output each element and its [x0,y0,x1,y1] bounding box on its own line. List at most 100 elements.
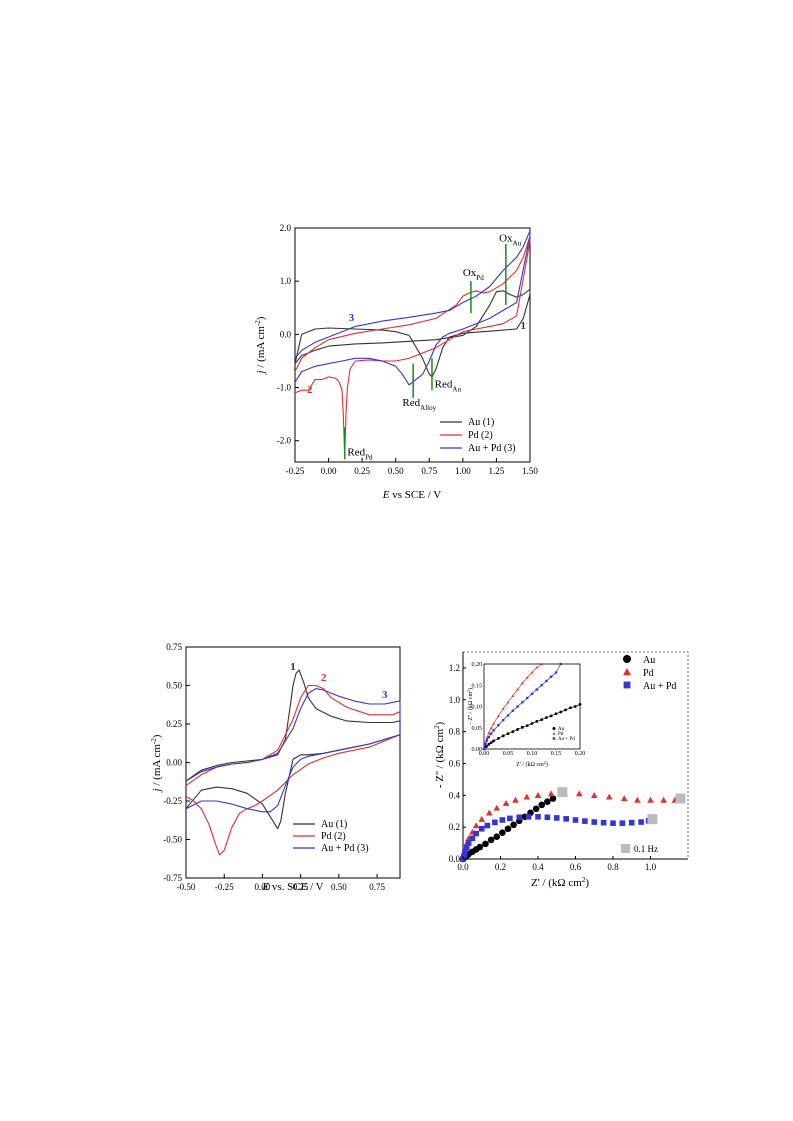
peak-label: OxPd [463,267,484,282]
inset-point-circle [501,734,505,738]
cv-redox-chart: -0.50 -0.25 0.00 0.25 0.50 0.75-0.75-0.50-0.2… [150,642,401,893]
inset-point-circle [487,742,491,746]
inset-point-square [492,729,495,732]
inset-x-tick-label: 0.10 [527,751,538,757]
inset-y-tick-label: 0.20 [472,662,483,668]
frequency-legend-marker [621,844,630,853]
data-point-square [465,840,472,846]
data-point-square [619,820,626,826]
legend-entry: Pd (2) [468,430,493,441]
data-point-triangle [502,799,510,806]
y-tick-label: 0.6 [449,758,461,768]
y-axis-label: - Z'' / (kΩ cm2) [433,721,446,788]
data-point-square [638,819,644,825]
data-point-square [461,853,467,859]
inset-legend-marker [552,732,556,735]
inset-point-square [482,747,486,751]
inset-point-circle [489,741,493,745]
data-point-square [473,830,479,837]
legend-marker [623,655,631,663]
inset-point-square [545,679,548,683]
inset-point-circle [578,702,582,706]
y-tick-label: -2.0 [277,436,292,446]
inset-point-circle [554,712,558,716]
x-tick-label: 0.75 [369,882,385,892]
data-point-triangle [534,792,542,798]
data-point-triangle [493,804,501,811]
data-point-circle [482,840,489,848]
series-line-1 [294,235,531,458]
data-point-triangle [472,822,480,829]
inset-point-circle [569,706,572,710]
inset-legend-entry: Au [558,727,565,732]
y-tick-label: -0.50 [163,835,182,845]
data-point-square [610,820,616,826]
frequency-markers: 0.1 Hz [557,787,686,854]
data-point-circle [504,825,512,833]
x-tick-label: 0.00 [321,466,337,476]
data-point-triangle [605,793,613,800]
y-tick-label: 0.2 [449,822,460,832]
plot-frame [294,227,531,463]
series-layer [185,669,401,856]
curve-label-3: 3 [349,312,355,324]
inset-point-circle [492,739,495,743]
series-line-0 [294,288,531,378]
y-tick-label: -0.25 [163,796,182,806]
inset-x-axis-label: Z' / (kΩ cm2) [516,760,548,769]
curve-label-2: 2 [321,672,327,684]
x-tick-label: 0.25 [293,882,309,892]
data-point-square [492,819,498,826]
inset-point-square [530,692,534,695]
inset-point-square [511,709,514,712]
x-tick-label: 0.25 [354,466,370,476]
x-tick-label: -0.50 [177,882,196,892]
y-tick-label: 0.00 [166,758,182,768]
inset-y-axis-label: - Z'' / (kΩ cm2) [466,688,475,724]
inset-point-circle [573,705,577,708]
y-tick-label: 0.0 [280,329,292,339]
inset-chart: 0.00 0.05 0.10 0.15 0.20 0.00 0.05 0.10 0.15 0.20… [466,662,586,768]
data-point-square [516,814,523,821]
inset-point-square [559,662,562,666]
peak-label: RedAlloy [402,397,436,412]
inset-point-triangle [489,726,493,729]
inset-point-square [550,675,553,678]
data-point-circle [544,798,551,805]
inset-point-circle [545,716,548,719]
data-point-triangle [575,790,583,797]
y-tick-label: 0.4 [449,790,461,800]
inset-point-circle [506,732,510,736]
inset-point-circle [530,722,534,725]
inset-point-square [497,724,500,727]
inset-tick-labels: 0.00 0.05 0.10 0.15 0.20 0.00 0.05 0.10 0.15 0.20 [472,662,586,757]
x-axis-label: E vs SCE / V [382,489,442,501]
y-tick-label: 1.0 [280,276,292,286]
inset-point-square [490,732,493,735]
data-point-square [499,817,506,823]
inset-legend-marker [552,727,556,730]
inset-point-square [502,718,505,722]
inset-point-circle [511,730,515,733]
x-tick-label: 0.75 [421,466,437,476]
inset-x-tick-label: 0.05 [503,751,514,757]
peak-annotations: OxAu OxPd RedAu RedAlloy RedPd [343,232,522,462]
inset-point-square [506,714,510,717]
data-point-triangle [485,809,493,816]
peak-label: RedAu [435,379,462,394]
data-point-square [535,813,541,820]
data-point-square [469,835,476,842]
inset-x-tick-label: 0.20 [575,751,586,757]
inset-x-tick-label: 0.00 [479,751,490,757]
data-point-circle [476,843,484,851]
inset-legend-marker [552,737,556,740]
y-tick-label: 0.25 [166,719,182,729]
data-point-square [478,825,485,832]
y-tick-label: 0.0 [449,854,461,864]
frequency-label: 0.1 Hz [634,844,658,854]
data-point-square [462,849,468,856]
inset-point-square [487,735,490,739]
inset-y-tick-label: 0.00 [472,747,483,753]
curve-label-2: 2 [307,384,313,396]
data-point-circle [487,836,495,844]
